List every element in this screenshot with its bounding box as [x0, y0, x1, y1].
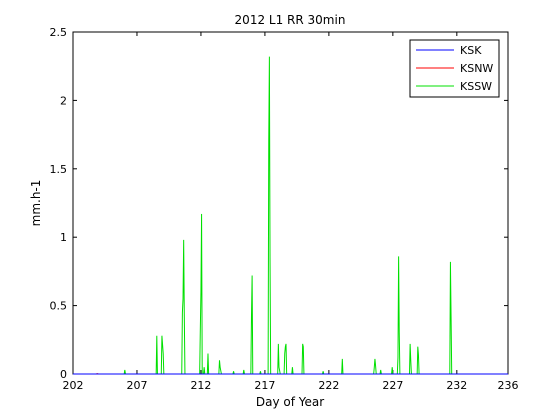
x-axis-label: Day of Year	[256, 395, 324, 409]
x-tick-label: 236	[498, 379, 519, 392]
x-tick-label: 202	[63, 379, 84, 392]
x-tick-label: 232	[446, 379, 467, 392]
y-tick-label: 1	[60, 231, 67, 244]
series-layer	[73, 56, 508, 375]
y-tick-label: 0	[60, 368, 67, 381]
x-tick-label: 217	[254, 379, 275, 392]
y-tick-label: 1.5	[50, 163, 68, 176]
y-tick-label: 2.5	[50, 26, 68, 39]
legend-label-kssw: KSSW	[460, 80, 492, 93]
x-tick-label: 222	[318, 379, 339, 392]
x-tick-label: 227	[382, 379, 403, 392]
axis-ticks: 202 207 212 217 222 227 232 236 0 0.5 1 1.5 2 2.5	[50, 26, 519, 392]
x-tick-label: 212	[190, 379, 211, 392]
chart-title: 2012 L1 RR 30min	[235, 13, 346, 27]
legend-label-ksk: KSK	[460, 44, 482, 57]
y-tick-label: 2	[60, 94, 67, 107]
x-tick-label: 207	[126, 379, 147, 392]
legend: KSK KSNW KSSW	[409, 39, 500, 98]
y-tick-label: 0.5	[50, 300, 68, 313]
y-axis-label: mm.h-1	[29, 180, 43, 227]
legend-label-ksnw: KSNW	[460, 62, 493, 75]
